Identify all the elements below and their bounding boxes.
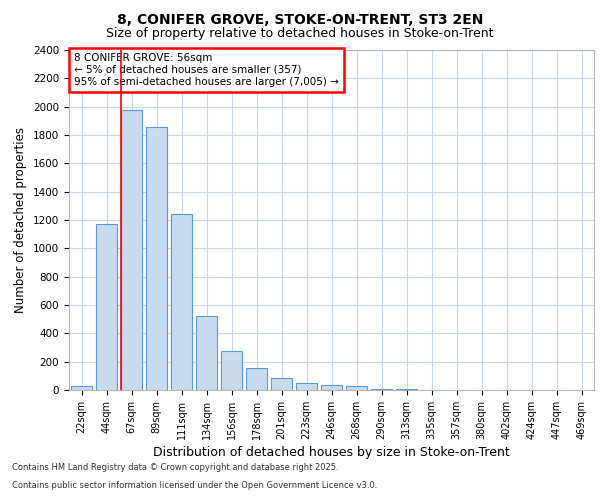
Text: 8 CONIFER GROVE: 56sqm
← 5% of detached houses are smaller (357)
95% of semi-det: 8 CONIFER GROVE: 56sqm ← 5% of detached … bbox=[74, 54, 339, 86]
Bar bbox=[96, 224, 117, 390]
Text: Contains HM Land Registry data © Crown copyright and database right 2025.: Contains HM Land Registry data © Crown c… bbox=[12, 464, 338, 472]
Bar bbox=[271, 378, 292, 390]
Bar bbox=[221, 351, 242, 390]
Bar bbox=[171, 214, 192, 390]
Bar bbox=[296, 384, 317, 390]
Bar bbox=[146, 127, 167, 390]
Text: Size of property relative to detached houses in Stoke-on-Trent: Size of property relative to detached ho… bbox=[106, 28, 494, 40]
Bar bbox=[321, 386, 342, 390]
Text: 8, CONIFER GROVE, STOKE-ON-TRENT, ST3 2EN: 8, CONIFER GROVE, STOKE-ON-TRENT, ST3 2E… bbox=[117, 12, 483, 26]
Text: Contains public sector information licensed under the Open Government Licence v3: Contains public sector information licen… bbox=[12, 481, 377, 490]
Y-axis label: Number of detached properties: Number of detached properties bbox=[14, 127, 28, 313]
Bar bbox=[121, 110, 142, 390]
Bar bbox=[371, 388, 392, 390]
Bar bbox=[346, 386, 367, 390]
Bar bbox=[196, 316, 217, 390]
X-axis label: Distribution of detached houses by size in Stoke-on-Trent: Distribution of detached houses by size … bbox=[153, 446, 510, 459]
Bar bbox=[71, 386, 92, 390]
Bar bbox=[246, 368, 267, 390]
